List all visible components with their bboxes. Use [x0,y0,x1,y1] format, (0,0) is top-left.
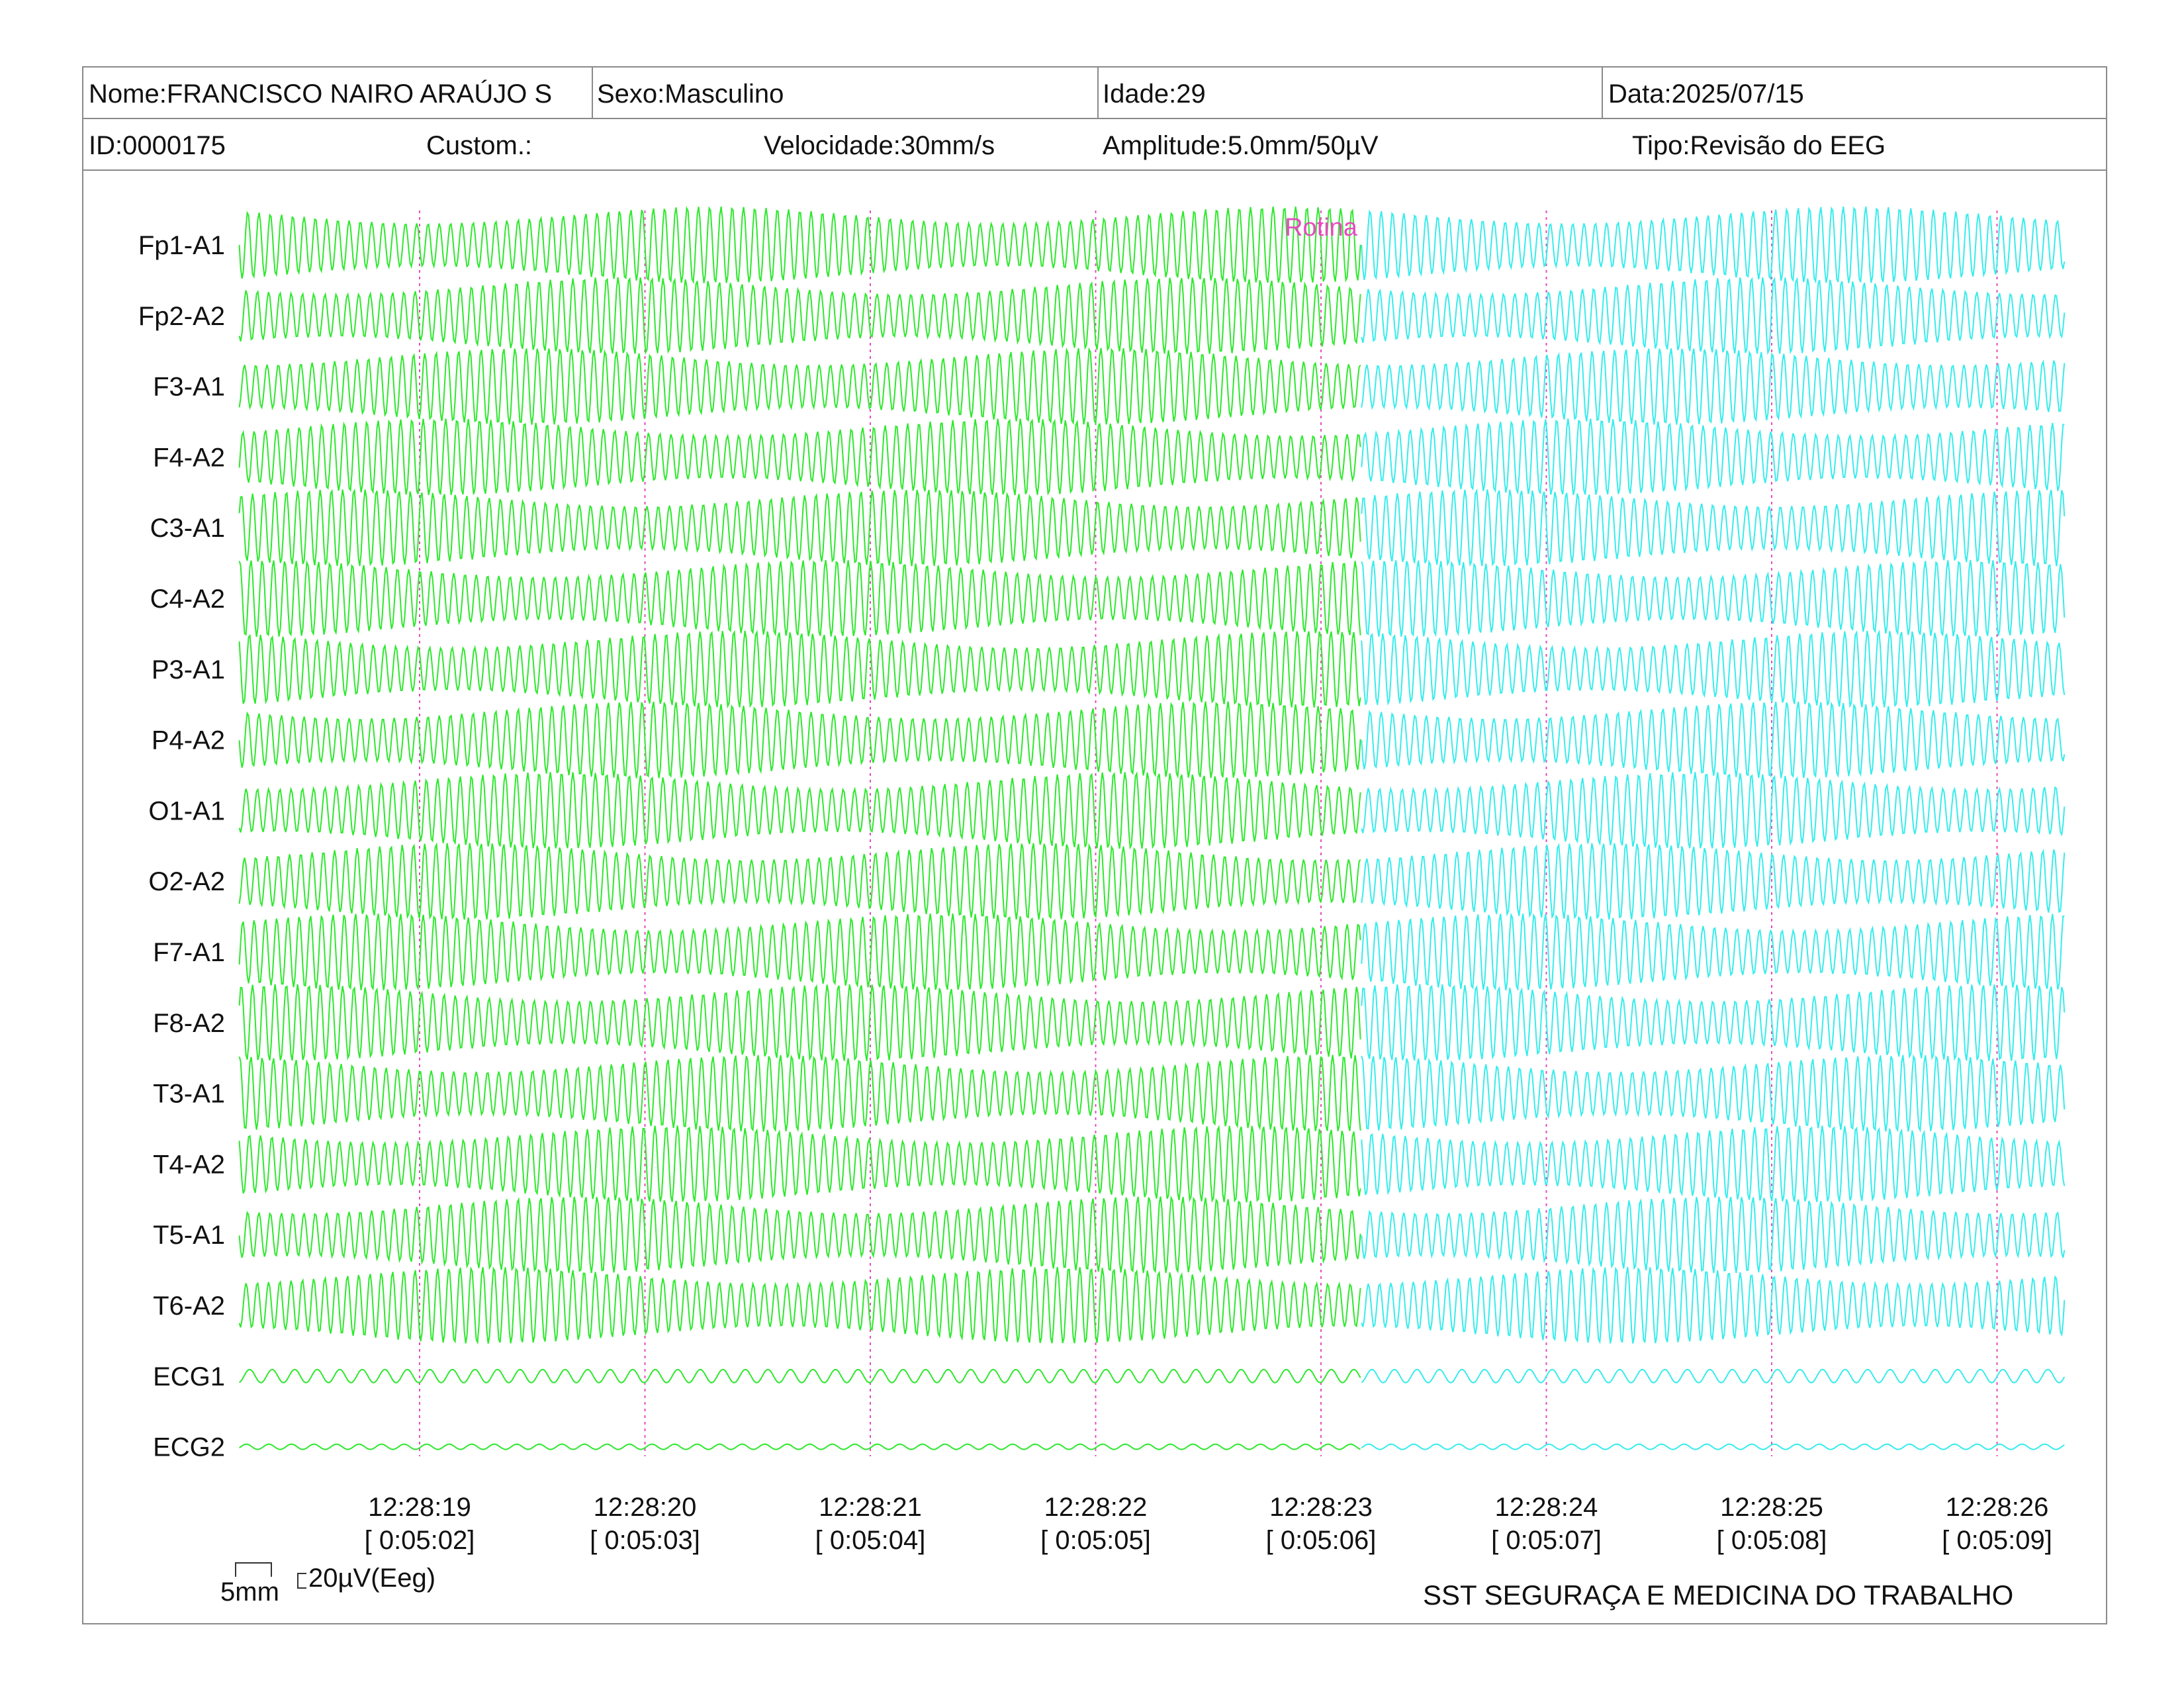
channel-label: Fp2-A2 [138,302,225,331]
channel-label: P4-A2 [152,726,225,755]
channel-label: F8-A2 [153,1009,225,1038]
channel-label: F3-A1 [153,373,225,402]
channel-label: C4-A2 [150,585,225,614]
tick-elapsed: [ 0:05:06] [1266,1526,1377,1555]
channel-label: ECG1 [153,1362,225,1391]
trace-ecg1-cont [1361,1368,2066,1383]
trace-f8-a2 [238,984,1361,1062]
channel-label: Fp1-A1 [138,231,225,260]
trace-ecg2-cont [1361,1443,2065,1450]
review-type: Tipo:Revisão do EEG [1632,131,1886,160]
trace-f3-a1 [238,347,1361,426]
company-footer: SST SEGURAÇA E MEDICINA DO TRABALHO [1423,1579,2014,1611]
header-divider [1097,68,1099,119]
trace-p4-a2 [238,701,1361,779]
tick-elapsed: [ 0:05:09] [1942,1526,2052,1555]
tick-clock: 12:28:26 [1946,1493,2049,1522]
time-scale-bar [235,1562,272,1577]
trace-o2-a2 [238,842,1361,920]
trace-c4-a2 [238,559,1361,637]
channel-label: P3-A1 [152,655,225,684]
tick-elapsed: [ 0:05:03] [590,1526,700,1555]
trace-t4-a2-cont [1361,1125,2066,1203]
trace-c3-a1-cont [1361,488,2066,567]
channel-labels: Fp1-A1 Fp2-A2 F3-A1 F4-A2 C3-A1 C4-A2 P3-A1 P4-… [138,231,225,1462]
exam-date: Data:2025/07/15 [1608,79,1804,109]
patient-id: ID:0000175 [89,131,226,160]
amplitude-scale-label: 20µV(Eeg) [308,1564,436,1593]
trace-p3-a1-cont [1361,629,2066,708]
trace-c4-a2-cont [1361,559,2066,637]
channel-label: F7-A1 [153,938,225,967]
trace-ecg2 [239,1443,1361,1450]
trace-fp1-a1-cont [1361,206,2066,284]
eeg-report-sheet: Nome:FRANCISCO NAIRO ARAÚJO S Sexo:Mascu… [82,66,2107,1624]
header-row-1: Nome:FRANCISCO NAIRO ARAÚJO S Sexo:Mascu… [83,68,2106,119]
trace-c3-a1 [238,488,1361,567]
channel-label: ECG2 [153,1433,225,1462]
annotations: Rotina [1285,214,1358,242]
eeg-waveforms [238,206,2066,1450]
channel-label: T4-A2 [153,1150,225,1179]
trace-ecg1 [238,1368,1361,1383]
header-row-2: ID:0000175 Custom.: Velocidade:30mm/s Am… [83,119,2106,171]
trace-f7-a1-cont [1361,912,2065,992]
patient-sex: Sexo:Masculino [597,79,784,109]
header-divider [1602,68,1603,119]
channel-label: O1-A1 [148,796,225,825]
tick-clock: 12:28:19 [368,1493,471,1522]
trace-f8-a2-cont [1361,984,2066,1061]
trace-f3-a1-cont [1361,348,2066,425]
tick-clock: 12:28:24 [1495,1493,1598,1522]
time-scale-label: 5mm [220,1577,279,1607]
trace-t6-a2 [238,1266,1361,1345]
channel-label: O2-A2 [148,867,225,896]
custom-field: Custom.: [426,131,533,160]
trace-o1-a1 [238,771,1361,850]
trace-t5-a1 [238,1195,1361,1274]
trace-t6-a2-cont [1361,1266,2066,1344]
trace-f4-a2 [238,418,1361,496]
channel-label: T5-A1 [153,1221,225,1250]
patient-name: Nome:FRANCISCO NAIRO ARAÚJO S [89,79,553,109]
tick-clock: 12:28:20 [594,1493,697,1522]
tick-clock: 12:28:22 [1044,1493,1148,1522]
trace-t4-a2 [238,1125,1361,1203]
trace-t3-a1 [238,1054,1361,1133]
amplitude-setting: Amplitude:5.0mm/50µV [1103,131,1379,160]
trace-p3-a1 [238,630,1361,709]
trace-fp2-a2-cont [1361,276,2066,355]
channel-label: F4-A2 [153,443,225,472]
tick-clock: 12:28:21 [819,1493,922,1522]
tick-clock: 12:28:25 [1720,1493,1823,1522]
trace-p4-a2-cont [1361,701,2066,778]
channel-label: C3-A1 [150,514,225,543]
trace-f7-a1 [238,912,1361,992]
trace-f4-a2-cont [1361,418,2065,495]
trace-o1-a1-cont [1361,772,2066,849]
trace-fp1-a1 [238,206,1361,285]
channel-label: T3-A1 [153,1080,225,1109]
patient-age: Idade:29 [1103,79,1206,109]
channel-label: T6-A2 [153,1291,225,1321]
annotation-rotina: Rotina [1285,214,1358,242]
trace-t3-a1-cont [1361,1054,2066,1133]
tick-elapsed: [ 0:05:05] [1040,1526,1151,1555]
tick-elapsed: [ 0:05:02] [365,1526,475,1555]
speed-setting: Velocidade:30mm/s [764,131,995,160]
trace-fp2-a2 [238,277,1361,355]
trace-t5-a1-cont [1361,1196,2066,1274]
header-divider [592,68,593,119]
time-axis-labels: 12:28:19 [ 0:05:02] 12:28:20 [ 0:05:03] 12:2… [365,1493,2052,1555]
tick-elapsed: [ 0:05:04] [815,1526,926,1555]
tick-elapsed: [ 0:05:08] [1717,1526,1827,1555]
trace-o2-a2-cont [1361,843,2066,920]
tick-clock: 12:28:23 [1269,1493,1373,1522]
amplitude-scale-bar [297,1573,306,1589]
tick-elapsed: [ 0:05:07] [1491,1526,1602,1555]
